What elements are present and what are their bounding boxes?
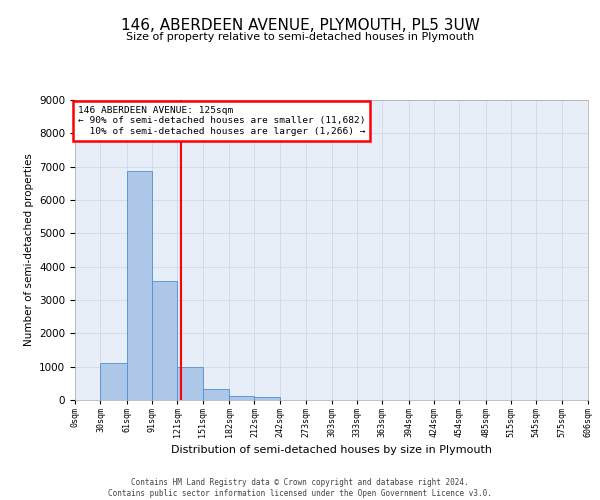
Text: Contains HM Land Registry data © Crown copyright and database right 2024.
Contai: Contains HM Land Registry data © Crown c…: [108, 478, 492, 498]
Bar: [100, 362, 127, 400]
Bar: [229, 396, 254, 400]
Bar: [152, 282, 178, 400]
Bar: [127, 170, 152, 400]
Text: Size of property relative to semi-detached houses in Plymouth: Size of property relative to semi-detach…: [126, 32, 474, 42]
Bar: [178, 366, 203, 400]
X-axis label: Distribution of semi-detached houses by size in Plymouth: Distribution of semi-detached houses by …: [171, 446, 492, 456]
Bar: [254, 397, 280, 400]
Text: 146 ABERDEEN AVENUE: 125sqm
← 90% of semi-detached houses are smaller (11,682)
 : 146 ABERDEEN AVENUE: 125sqm ← 90% of sem…: [77, 106, 365, 136]
Text: 146, ABERDEEN AVENUE, PLYMOUTH, PL5 3UW: 146, ABERDEEN AVENUE, PLYMOUTH, PL5 3UW: [121, 18, 479, 32]
Y-axis label: Number of semi-detached properties: Number of semi-detached properties: [23, 154, 34, 346]
Bar: [203, 390, 229, 400]
